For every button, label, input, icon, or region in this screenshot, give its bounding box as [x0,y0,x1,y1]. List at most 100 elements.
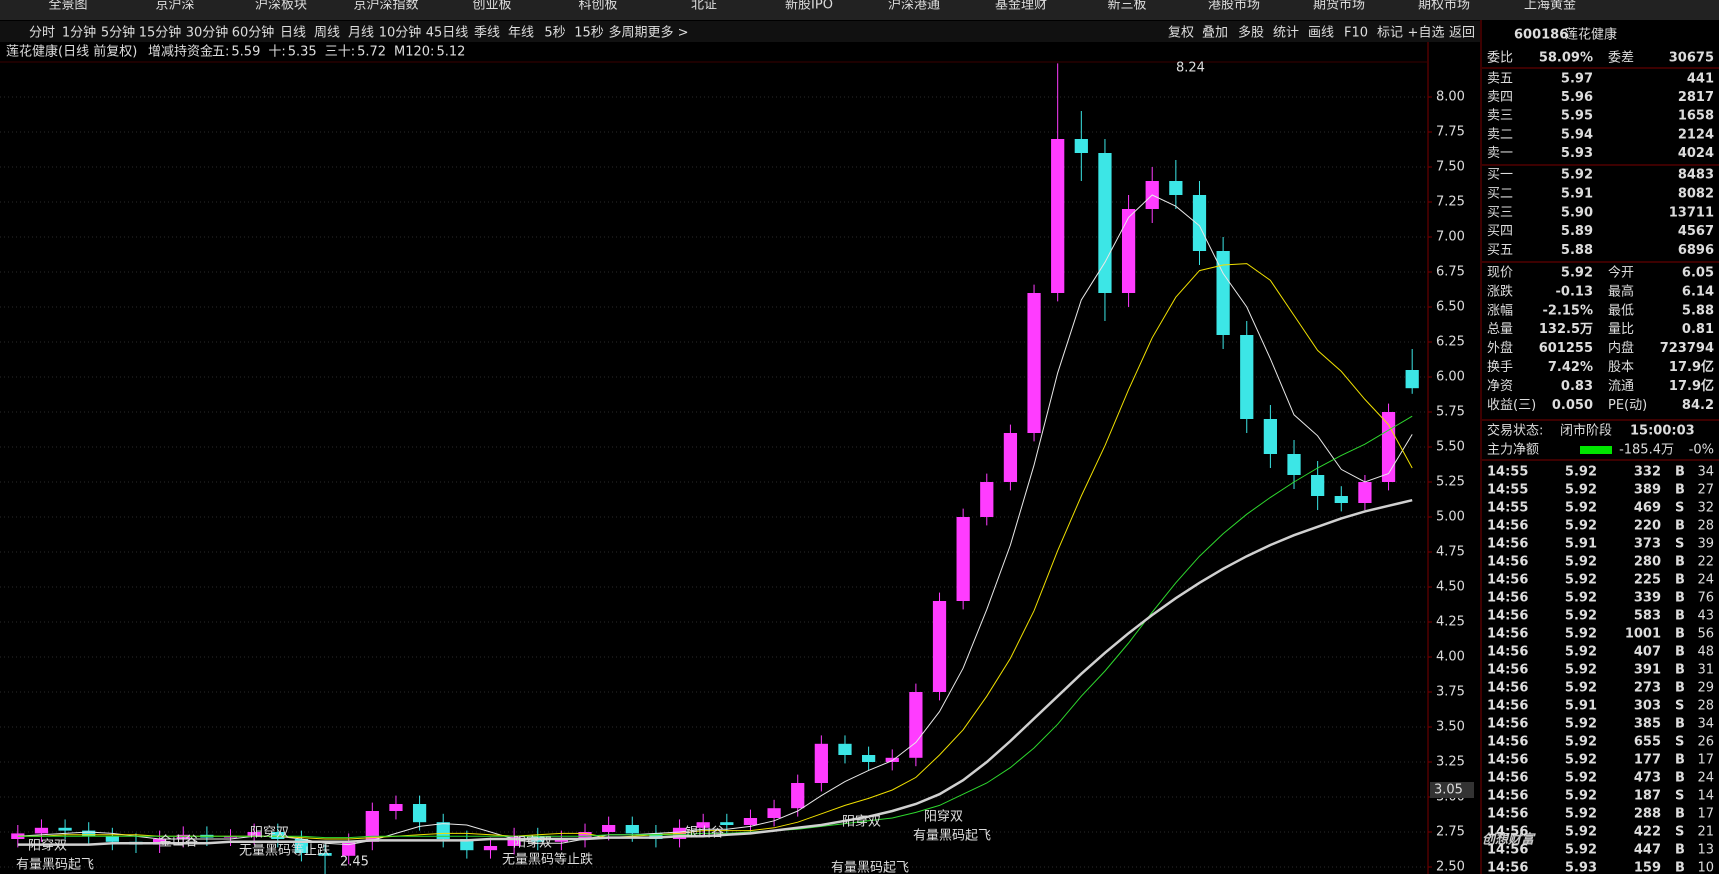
trade-side: B [1675,681,1685,696]
candle-body [720,822,734,825]
candle-body [602,825,616,832]
tool-button[interactable]: F10 [1344,26,1368,41]
period-tab[interactable]: 更多 > [647,25,688,41]
period-tab[interactable]: 日线 [280,26,306,41]
period-tab[interactable]: 多周期 [608,25,647,41]
stat-value: 6.14 [1682,284,1714,299]
trade-volume: 373 [1634,537,1661,552]
candle-body [34,827,49,834]
flow-bar [1580,446,1612,454]
period-tab[interactable]: 1分钟 [62,25,96,41]
period-tab[interactable]: 5秒 [544,26,565,41]
period-tab[interactable]: 15秒 [574,26,604,41]
ma-legend-name: 五: [212,45,229,60]
trade-time: 14:56 [1487,681,1528,696]
candle-body [1381,412,1396,482]
trade-volume: 447 [1634,843,1661,858]
period-tab[interactable]: 15分钟 [139,25,182,41]
trade-volume: 288 [1634,807,1661,822]
menu-item[interactable]: 创业板 [472,0,511,13]
tool-button[interactable]: 复权 [1168,25,1194,41]
menu-item[interactable]: 京沪深指数 [353,0,418,13]
book-price: 5.93 [1561,146,1593,161]
menu-item[interactable]: 期货市场 [1313,0,1365,13]
period-tab[interactable]: 分时 [29,26,55,41]
trade-side: B [1675,771,1685,786]
menu-item[interactable]: 新三板 [1107,0,1146,13]
trade-price: 5.92 [1565,717,1597,732]
period-tab[interactable]: 季线 [474,26,500,41]
menu-item[interactable]: 京沪深 [155,0,194,13]
trade-volume: 220 [1634,519,1661,534]
trade-time: 14:56 [1487,519,1528,534]
menu-item[interactable]: 基金理财 [995,0,1047,13]
menu-item[interactable]: 科创板 [578,0,617,13]
menu-item[interactable]: 北证 [691,0,717,13]
book-price: 5.96 [1561,90,1593,105]
menu-item[interactable]: 新股IPO [785,0,833,13]
tool-button[interactable]: 统计 [1273,26,1299,41]
period-tab[interactable]: 月线 [348,26,374,41]
menu-item[interactable]: 沪深板块 [255,0,307,13]
flow-percent: -0% [1689,443,1714,458]
trade-volume: 332 [1634,465,1661,480]
menu-item[interactable]: 期权市场 [1418,0,1470,13]
trade-count: 27 [1697,483,1714,498]
y-tick-label: 6.00 [1436,370,1465,385]
signal-annotation: 银山谷 [685,826,724,841]
period-tab[interactable]: 60分钟 [232,25,275,41]
menu-item[interactable]: 全景图 [48,0,87,13]
y-tick-label: 4.75 [1436,545,1465,560]
trade-side: B [1675,807,1685,822]
signal-annotation: 阳穿双 [28,838,67,854]
menu-item[interactable]: 沪深港通 [888,0,940,13]
signal-annotation: 无量黑码等止跌 [239,843,330,859]
trade-time: 14:56 [1487,663,1528,678]
trade-volume: 391 [1634,663,1661,678]
period-tab[interactable]: 30分钟 [186,25,229,41]
tool-button[interactable]: 多股 [1238,25,1264,41]
y-tick-label: 5.00 [1436,510,1465,525]
candle-body [1074,139,1088,153]
period-tab[interactable]: 周线 [314,26,340,41]
tool-button[interactable]: 画线 [1308,26,1334,41]
y-tick-label: 2.50 [1436,860,1465,874]
candle-body [1287,454,1301,475]
trade-volume: 407 [1634,645,1661,660]
flow-label: 主力净额 [1487,443,1539,458]
stock-name: 莲花健康 [1565,27,1617,43]
period-tab[interactable]: 10分钟 [379,25,422,41]
tool-button[interactable]: 叠加 [1202,26,1228,41]
stat-label: 最低 [1608,303,1634,318]
y-tick-label: 7.00 [1436,230,1465,245]
candle-body [342,841,356,856]
tool-button[interactable]: 标记 [1377,26,1403,41]
trade-count: 34 [1697,717,1714,732]
candle-body [1003,433,1018,482]
period-tab[interactable]: 45日线 [426,26,469,41]
trade-side: S [1675,537,1684,552]
tool-button[interactable]: 返回 [1449,26,1475,41]
menu-item[interactable]: 上海黄金 [1524,0,1576,13]
candle-body [1121,209,1136,293]
candle-body [1311,475,1325,496]
trade-side: B [1675,843,1685,858]
book-volume: 6896 [1678,243,1714,258]
candle-body [176,834,190,839]
stat-label: 流通 [1608,379,1634,394]
ma-line [17,263,1413,840]
book-label: 卖一 [1487,146,1513,161]
stat-value: 0.83 [1561,379,1593,394]
candle-body [1334,496,1348,503]
trade-volume: 187 [1634,789,1661,804]
ma-legend-value: 5.72 [357,45,386,60]
trade-volume: 273 [1634,681,1661,696]
trade-time: 14:56 [1487,789,1528,804]
period-tab[interactable]: 年线 [508,26,534,41]
trade-price: 5.92 [1565,825,1597,840]
stat-value: -0.13 [1556,284,1593,299]
trade-count: 32 [1697,501,1714,516]
tool-button[interactable]: +自选 [1408,26,1445,41]
period-tab[interactable]: 5分钟 [101,25,135,41]
menu-item[interactable]: 港股市场 [1208,0,1260,13]
